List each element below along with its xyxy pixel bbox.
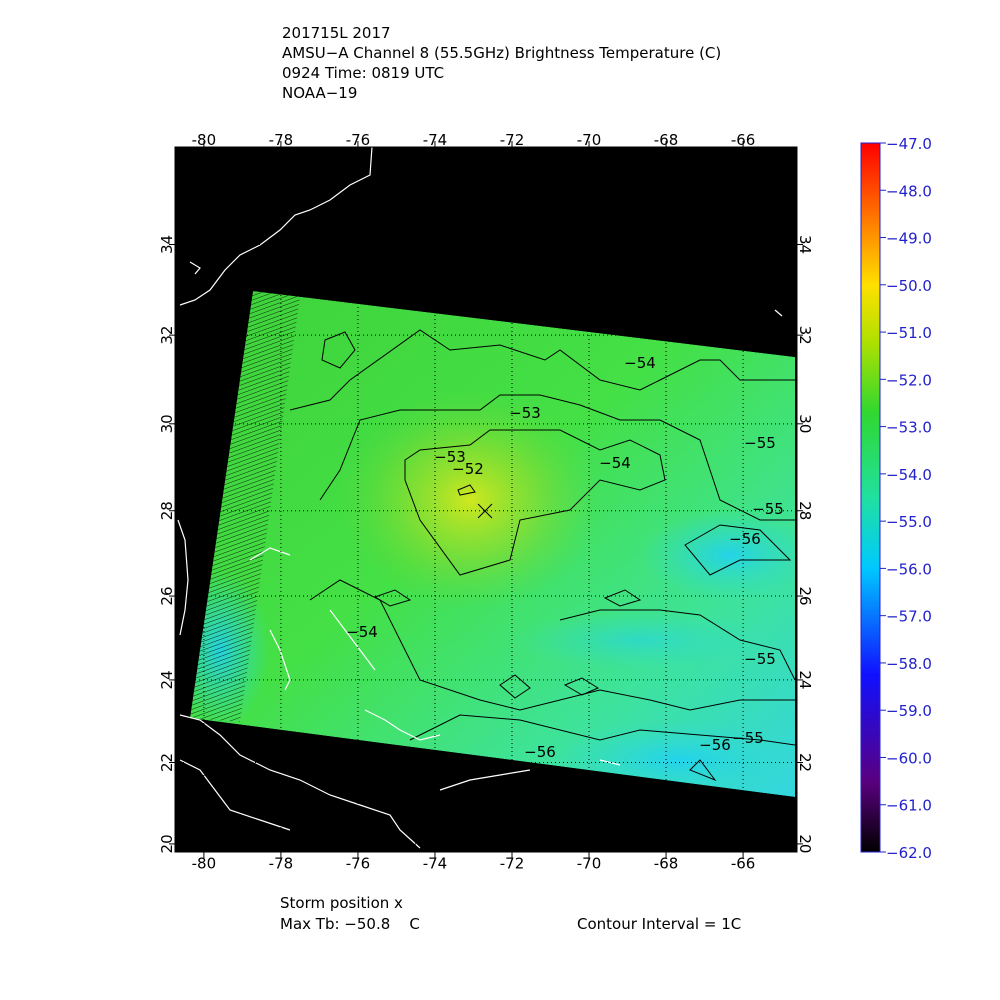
contour-label: −54 (346, 623, 378, 641)
x-tick-label: -80 (192, 855, 217, 873)
y-tick-label: 20 (158, 834, 176, 853)
data-swath (190, 291, 795, 797)
header: 201715L 2017 AMSU−A Channel 8 (55.5GHz) B… (282, 24, 721, 102)
colorbar-tick-label: −48.0 (886, 182, 932, 200)
y-tick-label: 32 (796, 326, 814, 345)
y-tick-label: 30 (158, 414, 176, 433)
colorbar-tick-label: −58.0 (886, 655, 932, 673)
x-tick-label: -74 (423, 131, 448, 149)
y-tick-label: 26 (796, 586, 814, 605)
colorbar-ticks: −47.0 −48.0 −49.0 −50.0 −51.0 −52.0 −53.0 −54.0… (880, 135, 932, 862)
contour-label: −55 (744, 650, 776, 668)
grid (175, 147, 797, 852)
storm-note: Storm position x (280, 894, 403, 912)
colorbar (860, 142, 881, 853)
contour-label: −55 (744, 434, 776, 452)
x-tick-label: -66 (731, 131, 756, 149)
y-tick-label: 26 (158, 586, 176, 605)
cold-region (510, 610, 770, 670)
y-tick-label: 34 (796, 235, 814, 254)
x-tick-label: -76 (346, 855, 371, 873)
y-tick-label: 24 (158, 670, 176, 689)
title-line: NOAA−19 (282, 84, 357, 102)
coastlines (177, 146, 783, 849)
colorbar-tick-label: −60.0 (886, 749, 932, 767)
x-tick-label: -76 (346, 131, 371, 149)
hatched-region (190, 291, 300, 722)
contour-label: −54 (624, 354, 656, 372)
contour-label: −53 (509, 404, 541, 422)
map-frame (174, 146, 798, 853)
title-line: 201715L 2017 (282, 24, 391, 42)
colorbar-tick-label: −49.0 (886, 230, 932, 248)
y-tick-label: 28 (158, 501, 176, 520)
contour-labels: −54−53−53−52 −54−55−55−56−54−55−56 −55−56 (346, 354, 784, 761)
x-tick-label: -78 (269, 855, 294, 873)
y-tick-label: 32 (158, 326, 176, 345)
title-line: 0924 Time: 0819 UTC (282, 64, 444, 82)
x-tick-label: -68 (654, 131, 679, 149)
y-tick-label: 34 (158, 235, 176, 254)
storm-marker (477, 503, 493, 519)
contour-label: −56 (524, 743, 556, 761)
x-tick-label: -70 (577, 131, 602, 149)
x-tick-label: -70 (577, 855, 602, 873)
y-tick-label: 24 (796, 670, 814, 689)
warm-core (340, 390, 600, 610)
colorbar-tick-label: −61.0 (886, 797, 932, 815)
colorbar-tick-label: −53.0 (886, 419, 932, 437)
colorbar-tick-label: −50.0 (886, 277, 932, 295)
contour-label: −56 (699, 736, 731, 754)
x-tick-label: -72 (500, 855, 525, 873)
y-tick-label: 22 (158, 753, 176, 772)
contour-label: −54 (599, 454, 631, 472)
x-tick-label: -78 (269, 131, 294, 149)
colorbar-tick-label: −47.0 (886, 135, 932, 153)
contour-label: −55 (732, 729, 764, 747)
storm-x (477, 503, 493, 519)
x-tick-label: -68 (654, 855, 679, 873)
title-line: AMSU−A Channel 8 (55.5GHz) Brightness Te… (282, 44, 721, 62)
colorbar-tick-label: −55.0 (886, 513, 932, 531)
colorbar-tick-label: −59.0 (886, 702, 932, 720)
x-tick-label: -66 (731, 855, 756, 873)
x-tick-label: -74 (423, 855, 448, 873)
colorbar-tick-label: −51.0 (886, 324, 932, 342)
colorbar-tick-label: −52.0 (886, 371, 932, 389)
cold-region (640, 510, 795, 600)
max-tb: Max Tb: −50.8 C (280, 915, 420, 933)
x-tick-label: -80 (192, 131, 217, 149)
colorbar-tick-label: −57.0 (886, 608, 932, 626)
x-tick-label: -72 (500, 131, 525, 149)
colorbar-tick-label: −62.0 (886, 844, 932, 862)
contour-interval: Contour Interval = 1C (577, 915, 741, 933)
contour-label: −53 (434, 448, 466, 466)
contour-label: −52 (452, 460, 484, 478)
colorbar-tick-label: −56.0 (886, 560, 932, 578)
colorbar-tick-label: −54.0 (886, 466, 932, 484)
contours (289, 329, 795, 782)
y-tick-label: 20 (796, 834, 814, 853)
y-tick-label: 22 (796, 753, 814, 772)
axes: -80 -80 -78 -78 -76 -76 -74 -74 -72 -72 -70 -70 -68 -… (158, 131, 814, 873)
y-tick-label: 30 (796, 414, 814, 433)
y-tick-label: 28 (796, 501, 814, 520)
contour-label: −56 (729, 530, 761, 548)
contour-label: −55 (752, 500, 784, 518)
